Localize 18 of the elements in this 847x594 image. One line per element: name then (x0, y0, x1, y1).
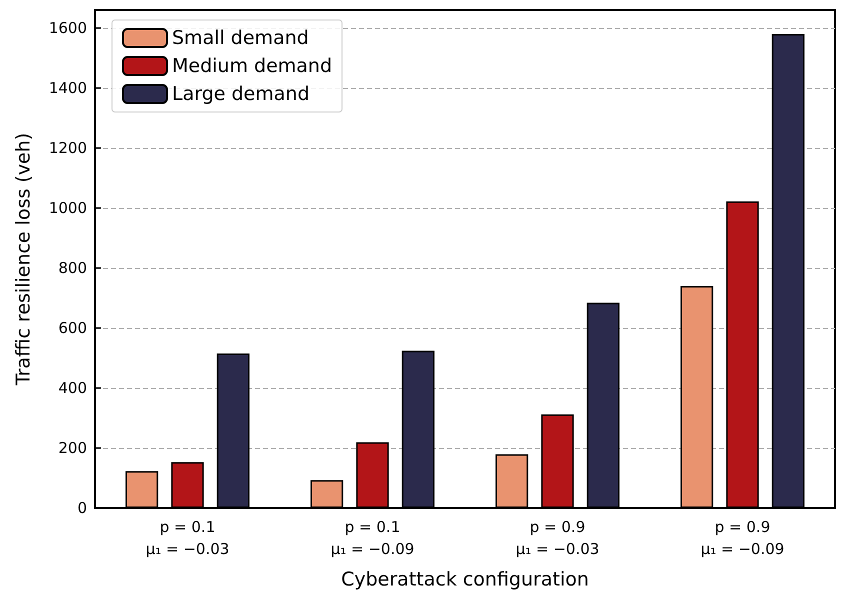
y-tick-label: 1200 (48, 139, 87, 157)
x-axis-title: Cyberattack configuration (341, 568, 589, 590)
y-tick-label: 1000 (48, 199, 87, 217)
y-tick-label: 1600 (48, 19, 87, 37)
y-tick-label: 200 (58, 439, 87, 457)
y-tick-label: 0 (77, 499, 87, 517)
y-tick-label: 400 (58, 379, 87, 397)
legend-label: Small demand (172, 27, 309, 49)
y-tick-label: 600 (58, 319, 87, 337)
y-tick-label: 800 (58, 259, 87, 277)
legend-label: Medium demand (172, 55, 332, 77)
x-tick-label: p = 0.1 μ₁ = −0.09 (330, 518, 414, 558)
x-tick-label: p = 0.9 μ₁ = −0.09 (700, 518, 784, 558)
x-tick-label: p = 0.9 μ₁ = −0.03 (516, 518, 600, 558)
y-axis-title: Traffic resilience loss (veh) (12, 132, 34, 386)
x-tick-label: p = 0.1 μ₁ = −0.03 (146, 518, 230, 558)
legend-label: Large demand (172, 83, 310, 105)
y-tick-label: 1400 (48, 79, 87, 97)
